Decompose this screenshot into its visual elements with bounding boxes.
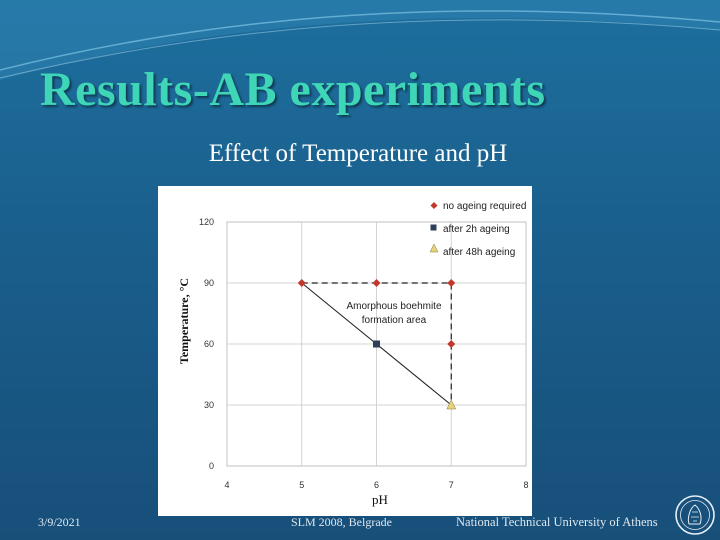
triangle-icon bbox=[429, 243, 439, 253]
region-dashed-boundary bbox=[301, 282, 452, 405]
slide-subtitle: Effect of Temperature and pH bbox=[208, 140, 508, 167]
data-point-no-ageing bbox=[447, 279, 456, 287]
data-point-no-ageing bbox=[447, 340, 456, 348]
data-point-no-ageing bbox=[372, 279, 381, 287]
diamond-icon bbox=[430, 202, 438, 209]
x-tick-label: 4 bbox=[224, 480, 229, 490]
legend-item-after-2h: after 2h ageing bbox=[430, 224, 510, 235]
legend-label-after-2h: after 2h ageing bbox=[443, 224, 510, 235]
region-label-line-1: Amorphous boehmite bbox=[346, 301, 441, 312]
legend-item-no-ageing: no ageing required bbox=[430, 201, 526, 212]
footer-date: 3/9/2021 bbox=[38, 515, 81, 529]
y-tick-label: 90 bbox=[204, 278, 214, 288]
data-point-after-2h bbox=[373, 340, 380, 348]
legend-item-after-48h: after 48h ageing bbox=[429, 243, 515, 258]
data-point-after-48h bbox=[446, 399, 457, 410]
data-point-no-ageing bbox=[297, 279, 306, 287]
slide-title: Results-AB experiments bbox=[40, 63, 546, 116]
marker-layer bbox=[297, 279, 457, 410]
legend-label-no-ageing: no ageing required bbox=[443, 201, 526, 212]
region-label-line-2: formation area bbox=[362, 315, 427, 326]
footer-organization: National Technical University of Athens bbox=[456, 515, 658, 529]
university-seal-logo bbox=[675, 495, 715, 535]
legend: no ageing required after 2h ageing after… bbox=[429, 201, 526, 258]
x-tick-label: 5 bbox=[299, 480, 304, 490]
x-tick-label: 7 bbox=[449, 480, 454, 490]
x-tick-label: 8 bbox=[523, 480, 528, 490]
x-axis-label: pH bbox=[372, 492, 388, 507]
scatter-chart: 4 5 6 7 8 0 30 60 90 120 pH Temperature, °C Amorp… bbox=[177, 201, 529, 507]
y-tick-label: 30 bbox=[204, 400, 214, 410]
square-icon bbox=[430, 224, 437, 231]
x-tick-label: 6 bbox=[374, 480, 379, 490]
y-axis-label: Temperature, °C bbox=[177, 278, 191, 364]
y-tick-label: 0 bbox=[209, 461, 214, 471]
y-tick-label: 60 bbox=[204, 339, 214, 349]
tick-layer: 4 5 6 7 8 0 30 60 90 120 bbox=[199, 217, 529, 490]
y-tick-label: 120 bbox=[199, 217, 214, 227]
chart-panel: 4 5 6 7 8 0 30 60 90 120 pH Temperature, °C Amorp… bbox=[158, 186, 532, 516]
footer-event: SLM 2008, Belgrade bbox=[291, 515, 392, 529]
legend-label-after-48h: after 48h ageing bbox=[443, 247, 515, 258]
